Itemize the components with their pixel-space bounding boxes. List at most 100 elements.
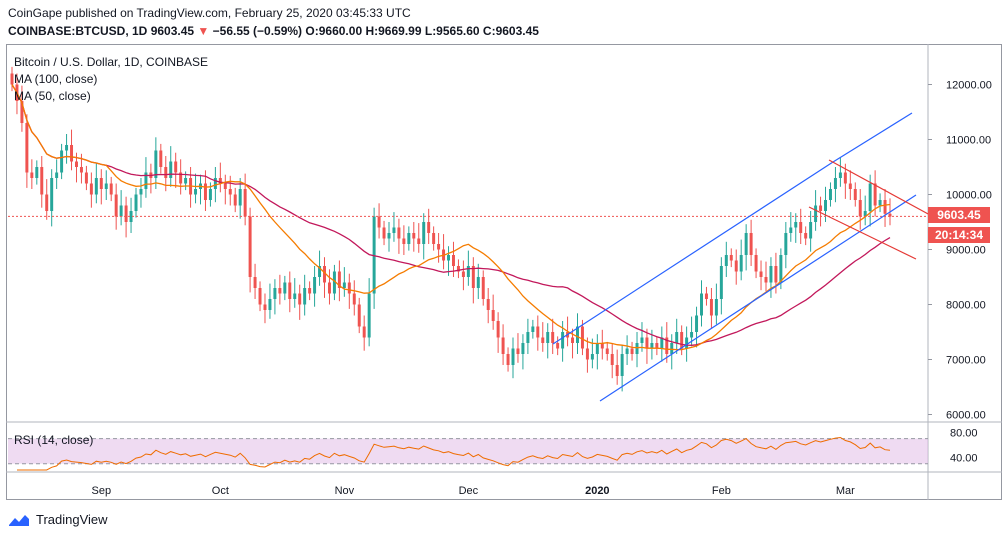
- x-tick-label: Feb: [712, 485, 731, 497]
- candle-body: [362, 326, 366, 338]
- candle-body: [194, 189, 198, 195]
- close-value: C:9603.45: [482, 24, 539, 38]
- ma100-label[interactable]: MA (100, close): [14, 72, 98, 86]
- wedge-upper-line: [828, 159, 931, 216]
- candle-body: [650, 343, 654, 349]
- candle-body: [759, 271, 763, 277]
- candle-body: [734, 260, 738, 272]
- ma50-line: [11, 84, 891, 351]
- candle-body: [397, 227, 401, 239]
- x-tick-label: 2020: [585, 485, 609, 497]
- candle-body: [645, 337, 649, 349]
- ma50-label[interactable]: MA (50, close): [14, 89, 91, 103]
- candle-body: [789, 227, 793, 233]
- candle-body: [471, 266, 475, 288]
- candle-body: [35, 167, 39, 178]
- rsi-label[interactable]: RSI (14, close): [14, 433, 94, 447]
- candle-body: [45, 194, 49, 211]
- candle-body: [382, 227, 386, 239]
- high-value: H:9669.99: [365, 24, 422, 38]
- candle-body: [357, 304, 361, 327]
- candle-body: [263, 304, 267, 310]
- candle-body: [655, 343, 659, 349]
- candle-body: [576, 326, 579, 343]
- candle-body: [213, 178, 217, 189]
- candle-body: [625, 348, 629, 354]
- y-tick-label: 7000.00: [946, 355, 986, 367]
- candle-body: [352, 293, 356, 305]
- candle-body: [719, 266, 723, 299]
- candle-body: [709, 299, 713, 316]
- candle-body: [387, 233, 391, 239]
- candle-body: [25, 123, 29, 173]
- candle-body: [298, 293, 302, 305]
- change-value: −56.55 (−0.59%): [212, 24, 303, 38]
- x-tick-label: Sep: [91, 485, 111, 497]
- candle-body: [784, 233, 788, 255]
- candle-body: [412, 233, 416, 239]
- candle-body: [888, 213, 892, 217]
- candle-body: [724, 255, 728, 266]
- candle-body: [337, 271, 341, 288]
- candle-body: [332, 271, 336, 294]
- candle-body: [883, 200, 887, 214]
- candle-body: [40, 167, 44, 195]
- candle-body: [139, 189, 143, 195]
- candle-body: [595, 343, 599, 354]
- candle-body: [819, 205, 823, 211]
- candle-body: [89, 183, 93, 195]
- candle-body: [828, 189, 832, 200]
- candle-body: [635, 343, 639, 354]
- chart-frame[interactable]: [6, 44, 1002, 500]
- candle-body: [615, 365, 619, 376]
- candle-body: [680, 332, 684, 349]
- candle-body: [65, 145, 69, 151]
- wedge-lower-line: [808, 206, 917, 260]
- candle-body: [129, 211, 133, 222]
- candle-body: [288, 282, 292, 299]
- tradingview-logo-icon: [9, 514, 29, 526]
- candle-body: [526, 332, 530, 343]
- candle-body: [610, 354, 614, 365]
- y-tick-label: 9000.00: [946, 245, 986, 257]
- candle-body: [501, 337, 505, 354]
- candle-body: [134, 194, 138, 211]
- candle-body: [476, 277, 480, 288]
- candle-body: [318, 266, 322, 277]
- last-price: 9603.45: [150, 24, 195, 38]
- candle-body: [590, 354, 594, 360]
- candle-body: [94, 178, 98, 195]
- x-tick-label: Mar: [836, 485, 855, 497]
- candle-body: [779, 255, 783, 283]
- candle-body: [273, 288, 277, 299]
- candle-body: [754, 255, 758, 272]
- candle-body: [327, 282, 331, 294]
- candle-body: [843, 172, 847, 184]
- rsi-tick-label: 80.00: [950, 427, 978, 439]
- channel-upper-line: [552, 161, 834, 345]
- symbol[interactable]: COINBASE:BTCUSD, 1D: [8, 24, 148, 38]
- y-tick-label: 11000.00: [946, 135, 991, 147]
- candle-body: [521, 343, 525, 354]
- candle-body: [432, 233, 436, 244]
- candle-body: [184, 178, 188, 184]
- candle-body: [704, 293, 708, 299]
- candle-body: [729, 255, 733, 261]
- tradingview-footer[interactable]: TradingView: [8, 512, 108, 527]
- candle-body: [248, 216, 252, 277]
- low-value: L:9565.60: [424, 24, 480, 38]
- candle-body: [600, 343, 604, 349]
- candle-body: [392, 227, 396, 233]
- candle-body: [258, 288, 262, 305]
- candle-body: [804, 233, 808, 239]
- candle-body: [342, 282, 346, 288]
- candle-body: [660, 337, 664, 349]
- candle-body: [402, 238, 406, 244]
- channel-lower-line: [599, 194, 917, 402]
- candle-body: [838, 172, 842, 178]
- candle-body: [208, 189, 212, 200]
- candle-body: [447, 255, 451, 261]
- candle-body: [496, 321, 500, 338]
- candle-body: [377, 216, 381, 228]
